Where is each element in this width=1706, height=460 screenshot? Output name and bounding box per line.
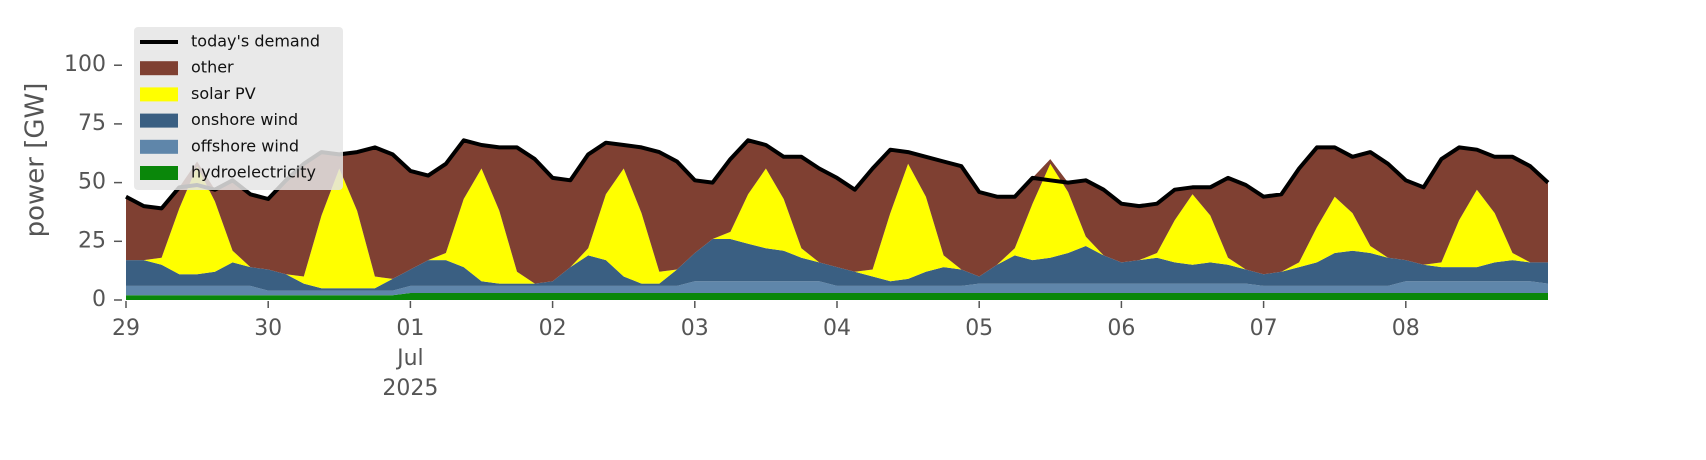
y-tick-label: 50	[78, 170, 106, 195]
y-tick-label: 75	[78, 111, 106, 136]
y-tick-label: 25	[78, 228, 106, 253]
legend-swatch	[140, 139, 178, 154]
x-tick-label: 04	[823, 316, 851, 341]
area	[126, 140, 1548, 284]
legend: today's demand other solar PV onshore wind o…	[134, 27, 343, 190]
x-tick-sublabel: Jul	[395, 346, 424, 371]
x-tick-label: 02	[539, 316, 567, 341]
y-tick-label: 100	[64, 52, 106, 77]
legend-swatch	[140, 166, 178, 180]
x-tick-label: 03	[681, 316, 709, 341]
legend-swatch	[140, 61, 178, 76]
legend-label: onshore wind	[191, 110, 298, 129]
legend-label: hydroelectricity	[191, 163, 316, 182]
area	[126, 293, 1548, 300]
x-tick-label: 07	[1250, 316, 1278, 341]
x-tick-label: 29	[112, 316, 140, 341]
x-tick-label: 05	[965, 316, 993, 341]
legend-label: today's demand	[191, 32, 320, 51]
x-tick-label: 06	[1107, 316, 1135, 341]
y-tick-label: 0	[92, 287, 106, 312]
plot-area	[125, 138, 1550, 300]
legend-label: offshore wind	[191, 136, 299, 155]
x-tick-label: 01	[396, 316, 424, 341]
legend-label: other	[191, 58, 234, 77]
demand-line	[125, 138, 1550, 211]
area	[126, 281, 1548, 296]
legend-label: solar PV	[191, 84, 256, 103]
y-axis-label: power [GW]	[21, 83, 51, 238]
legend-swatch	[140, 113, 178, 128]
x-tick-sublabel: 2025	[382, 376, 438, 401]
x-tick-label: 30	[254, 316, 282, 341]
area	[126, 163, 1548, 289]
legend-box	[134, 27, 343, 190]
area	[126, 239, 1548, 291]
legend-swatch	[140, 87, 178, 102]
x-tick-label: 08	[1392, 316, 1420, 341]
